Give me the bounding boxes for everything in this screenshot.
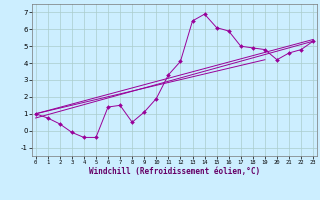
X-axis label: Windchill (Refroidissement éolien,°C): Windchill (Refroidissement éolien,°C) [89, 167, 260, 176]
